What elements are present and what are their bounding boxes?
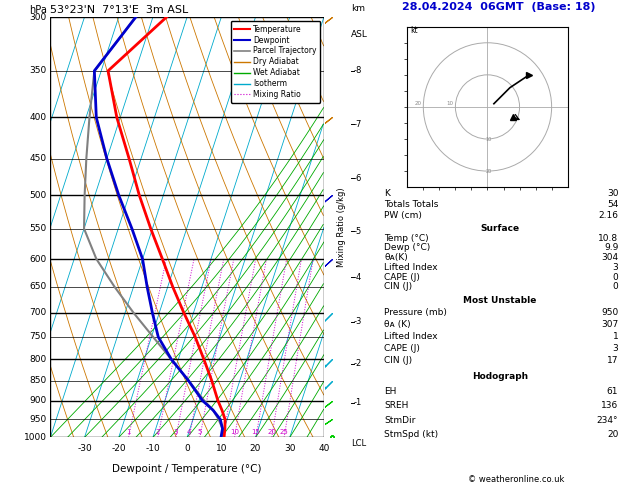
Text: -4: -4 (353, 273, 362, 282)
Text: LCL: LCL (351, 439, 366, 448)
Text: θᴀ (K): θᴀ (K) (384, 320, 411, 329)
Text: Lifted Index: Lifted Index (384, 263, 438, 272)
Text: 304: 304 (601, 253, 618, 262)
Text: 17: 17 (607, 356, 618, 365)
Text: 10: 10 (486, 137, 491, 141)
Text: -8: -8 (353, 66, 362, 75)
Text: -5: -5 (353, 226, 362, 236)
Text: 400: 400 (30, 113, 47, 122)
Text: Hodograph: Hodograph (472, 372, 528, 381)
Text: 3: 3 (613, 263, 618, 272)
Text: 61: 61 (607, 387, 618, 396)
Text: 850: 850 (30, 376, 47, 385)
Text: 20: 20 (415, 101, 421, 106)
Text: 25: 25 (280, 429, 289, 435)
Text: hPa: hPa (30, 4, 47, 15)
Text: 0: 0 (613, 273, 618, 281)
Text: 8: 8 (221, 429, 225, 435)
Text: 350: 350 (30, 66, 47, 75)
Text: 4: 4 (187, 429, 191, 435)
Text: 3: 3 (613, 344, 618, 353)
Text: Surface: Surface (481, 224, 520, 233)
Text: Dewp (°C): Dewp (°C) (384, 243, 431, 252)
Text: ASL: ASL (351, 30, 368, 38)
Text: 500: 500 (30, 191, 47, 200)
Text: 20: 20 (607, 431, 618, 439)
Text: kt: kt (411, 26, 418, 35)
Text: 15: 15 (252, 429, 260, 435)
Text: Dewpoint / Temperature (°C): Dewpoint / Temperature (°C) (113, 464, 262, 474)
Text: 3: 3 (174, 429, 178, 435)
Text: 300: 300 (30, 13, 47, 21)
Text: 10: 10 (447, 101, 454, 106)
Text: 30: 30 (284, 444, 296, 452)
Text: 10: 10 (216, 444, 227, 452)
Text: 700: 700 (30, 308, 47, 317)
Text: 550: 550 (30, 224, 47, 233)
Text: CIN (J): CIN (J) (384, 356, 413, 365)
Text: StmDir: StmDir (384, 416, 416, 425)
Text: 0: 0 (613, 282, 618, 291)
Text: 800: 800 (30, 355, 47, 364)
Text: 30: 30 (607, 189, 618, 198)
Text: -7: -7 (353, 120, 362, 129)
Text: 1: 1 (613, 332, 618, 341)
Text: -20: -20 (111, 444, 126, 452)
Text: © weatheronline.co.uk: © weatheronline.co.uk (467, 474, 564, 484)
Text: 1000: 1000 (24, 433, 47, 442)
Text: 2: 2 (155, 429, 160, 435)
Text: -2: -2 (353, 359, 362, 368)
Text: 136: 136 (601, 401, 618, 410)
Text: 54: 54 (607, 200, 618, 209)
Text: 20: 20 (486, 169, 491, 174)
Text: K: K (384, 189, 390, 198)
Text: 950: 950 (601, 308, 618, 317)
Text: Most Unstable: Most Unstable (464, 295, 537, 305)
Text: -6: -6 (353, 174, 362, 183)
Text: -1: -1 (353, 398, 362, 407)
Text: 450: 450 (30, 154, 47, 163)
Text: CIN (J): CIN (J) (384, 282, 413, 291)
Text: θᴀ(K): θᴀ(K) (384, 253, 408, 262)
Text: 650: 650 (30, 282, 47, 292)
Text: -30: -30 (77, 444, 92, 452)
Legend: Temperature, Dewpoint, Parcel Trajectory, Dry Adiabat, Wet Adiabat, Isotherm, Mi: Temperature, Dewpoint, Parcel Trajectory… (231, 21, 320, 103)
Text: 9.9: 9.9 (604, 243, 618, 252)
Text: 0: 0 (184, 444, 190, 452)
Text: CAPE (J): CAPE (J) (384, 273, 420, 281)
Text: Temp (°C): Temp (°C) (384, 234, 429, 243)
Text: 750: 750 (30, 332, 47, 342)
Text: 2.16: 2.16 (598, 211, 618, 220)
Text: Pressure (mb): Pressure (mb) (384, 308, 447, 317)
Text: 53°23'N  7°13'E  3m ASL: 53°23'N 7°13'E 3m ASL (50, 5, 189, 15)
Text: SREH: SREH (384, 401, 409, 410)
Text: 234°: 234° (597, 416, 618, 425)
Text: 28.04.2024  06GMT  (Base: 18): 28.04.2024 06GMT (Base: 18) (402, 2, 595, 12)
Text: EH: EH (384, 387, 397, 396)
Text: 307: 307 (601, 320, 618, 329)
Text: 20: 20 (250, 444, 261, 452)
Text: StmSpd (kt): StmSpd (kt) (384, 431, 438, 439)
Text: 950: 950 (30, 415, 47, 424)
Text: 600: 600 (30, 255, 47, 263)
Text: 20: 20 (267, 429, 276, 435)
Text: Totals Totals: Totals Totals (384, 200, 438, 209)
Text: -10: -10 (145, 444, 160, 452)
Text: km: km (351, 4, 365, 13)
Text: 40: 40 (318, 444, 330, 452)
Text: Mixing Ratio (g/kg): Mixing Ratio (g/kg) (337, 188, 347, 267)
Text: 5: 5 (198, 429, 202, 435)
Text: PW (cm): PW (cm) (384, 211, 422, 220)
Text: 900: 900 (30, 396, 47, 405)
Text: 10: 10 (230, 429, 239, 435)
Text: Lifted Index: Lifted Index (384, 332, 438, 341)
Text: 10.8: 10.8 (598, 234, 618, 243)
Text: -3: -3 (353, 317, 362, 326)
Text: CAPE (J): CAPE (J) (384, 344, 420, 353)
Text: 1: 1 (126, 429, 131, 435)
